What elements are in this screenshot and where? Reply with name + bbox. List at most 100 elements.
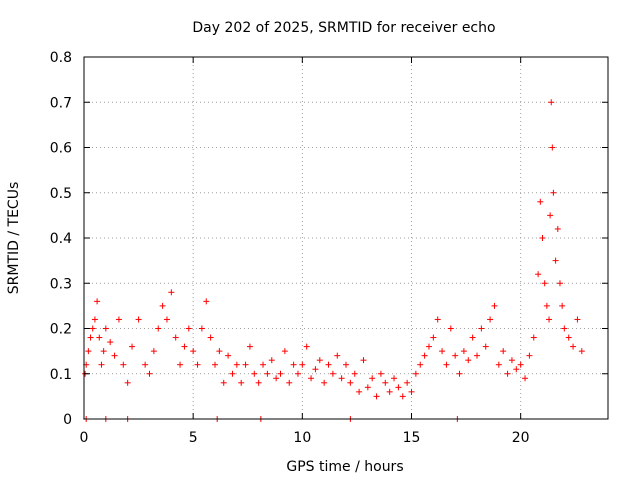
data-point [102,325,109,332]
x-tick-label: 0 [80,430,89,446]
data-point [242,361,249,368]
data-point [559,302,566,309]
x-tick-label: 10 [293,430,311,446]
data-point [277,370,284,377]
x-tick-label: 15 [403,430,421,446]
data-point [85,348,92,355]
data-point [303,343,310,350]
data-point [159,302,166,309]
data-point [546,316,553,323]
data-point [290,361,297,368]
data-point [465,357,472,364]
data-point [347,379,354,386]
data-point [212,361,218,368]
data-point [570,343,577,350]
x-tick-label: 20 [512,430,530,446]
data-point [338,375,345,382]
data-point [177,361,184,368]
data-point [163,316,170,323]
y-tick-label: 0 [63,412,72,428]
data-point [321,379,328,386]
data-point [456,370,463,377]
y-tick-label: 0.8 [50,50,72,66]
data-point [329,370,336,377]
data-point [504,370,511,377]
data-point [549,144,556,151]
data-point [194,361,201,368]
data-point [343,361,349,368]
data-point [172,334,179,341]
data-point [478,325,485,332]
data-point [482,343,489,350]
data-point [216,348,223,355]
data-point [98,361,105,368]
data-point [578,348,585,355]
data-point [120,361,127,368]
data-point [294,370,301,377]
y-tick-label: 0.2 [50,322,72,338]
data-point [203,298,210,305]
data-point [417,361,424,368]
data-point [286,379,293,386]
data-point [251,370,258,377]
data-point [443,361,450,368]
y-tick-label: 0.4 [50,231,72,247]
data-point [181,343,188,350]
data-point [391,375,398,382]
data-point [399,393,406,400]
y-tick-label: 0.7 [50,95,72,111]
data-point [87,334,94,341]
data-point [150,348,157,355]
data-point [574,316,581,323]
data-point [522,375,529,382]
data-point [495,361,502,368]
data-point [124,379,131,386]
data-point [351,370,358,377]
data-point [377,370,384,377]
data-point [535,271,542,278]
data-point [530,334,537,341]
data-point [190,348,197,355]
data-point [89,325,96,332]
data-point [100,348,107,355]
data-point [185,325,192,332]
data-point [260,361,267,368]
data-point [325,361,332,368]
data-point [434,316,441,323]
y-tick-label: 0.6 [50,141,72,157]
data-point [404,379,411,386]
data-point [412,370,419,377]
data-point [547,212,554,219]
data-point [312,366,319,373]
data-point [107,339,114,346]
data-point [373,393,380,400]
data-point [360,357,367,364]
grid-lines [84,57,608,419]
data-point [556,280,563,287]
data-point [539,235,546,241]
data-point [517,361,524,368]
data-point [474,352,480,359]
data-point [135,316,142,323]
data-point [439,348,446,355]
data-point [207,334,214,341]
data-point [308,375,315,382]
data-point [469,334,476,341]
data-point [356,388,363,395]
data-point [129,343,136,350]
data-point [229,370,236,377]
chart-title: Day 202 of 2025, SRMTID for receiver ech… [192,20,495,36]
data-point [91,316,98,323]
data-point [268,357,275,364]
data-point [142,361,149,368]
data-point [430,334,437,341]
y-tick-label: 0.1 [50,367,72,383]
data-point [395,384,402,391]
data-point [408,388,415,395]
data-point [264,370,271,377]
data-point [565,334,572,341]
data-point [255,379,262,386]
data-point [96,334,103,341]
data-point [548,99,555,106]
data-point [537,198,544,205]
